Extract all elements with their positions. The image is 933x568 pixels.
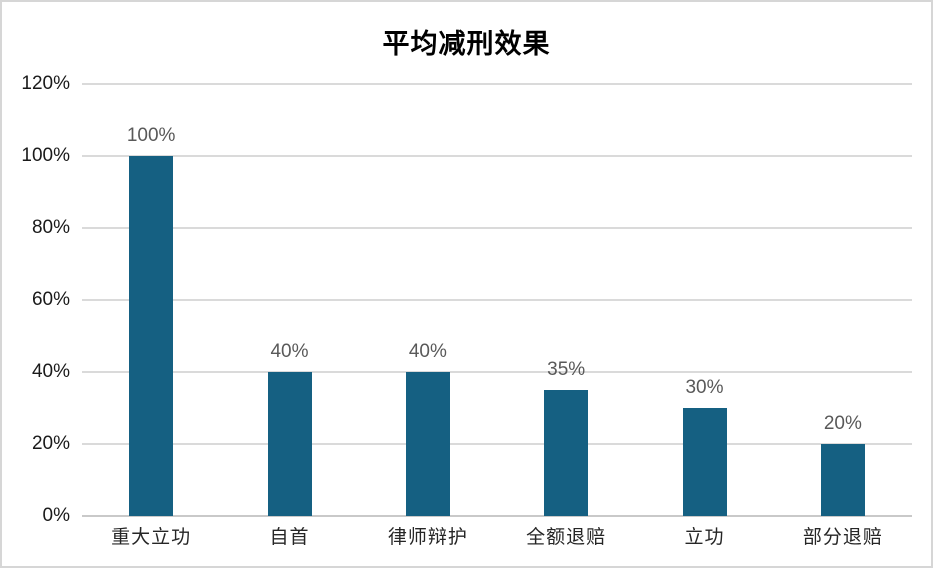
y-axis-tick-label: 40% [31, 361, 70, 382]
y-axis-tick-label: 20% [31, 433, 70, 454]
bar-value-label: 30% [685, 377, 724, 398]
y-axis-tick-label: 60% [31, 289, 70, 310]
bar-value-label: 20% [823, 413, 862, 434]
y-axis-tick-label: 100% [21, 145, 70, 166]
y-axis-tick-label: 80% [31, 217, 70, 238]
gridline [82, 227, 912, 229]
chart-title: 平均减刑效果 [382, 29, 551, 59]
x-axis-category-label: 全额退赔 [526, 527, 607, 548]
bar-value-label: 40% [408, 341, 447, 362]
x-axis-category-label: 重大立功 [111, 527, 192, 548]
x-axis-category-label: 立功 [684, 527, 725, 548]
bar-4 [544, 390, 589, 516]
bar-value-label: 100% [126, 125, 176, 146]
gridline [82, 155, 912, 157]
bar-6 [820, 444, 865, 516]
bar-1 [129, 156, 174, 516]
bar-3 [405, 372, 450, 516]
gridline [82, 443, 912, 445]
x-axis-category-label: 律师辩护 [387, 527, 468, 548]
x-axis-line [82, 515, 912, 517]
bar-value-label: 35% [547, 359, 586, 380]
x-axis-category-label: 部分退赔 [802, 527, 883, 548]
gridline [82, 371, 912, 373]
gridline [82, 83, 912, 85]
x-axis-category-label: 自首 [269, 527, 310, 548]
y-axis-tick-label: 0% [42, 505, 70, 526]
bar-5 [682, 408, 727, 516]
bar-value-label: 40% [270, 341, 309, 362]
bar-2 [267, 372, 312, 516]
y-axis-tick-label: 120% [21, 73, 70, 94]
gridline [82, 299, 912, 301]
